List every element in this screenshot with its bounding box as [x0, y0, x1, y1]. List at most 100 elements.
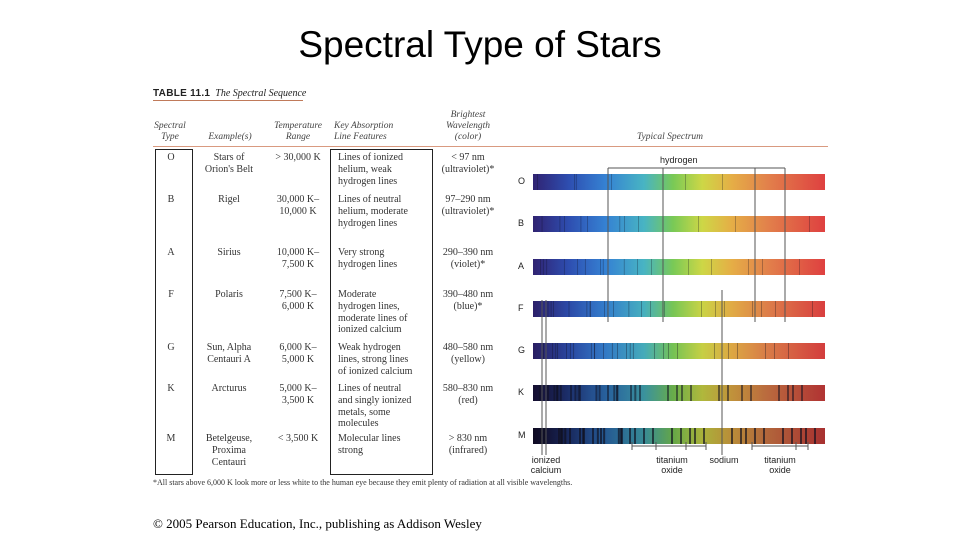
absorption-line — [623, 259, 625, 275]
titanium-oxide-label-1: titanium oxide — [656, 455, 688, 475]
absorption-line — [594, 343, 596, 359]
examples-cell-line: Rigel — [218, 194, 240, 205]
absorption-line — [728, 343, 729, 359]
spectral-type-cell: B — [167, 194, 175, 205]
wavelength-cell-line: (violet)* — [450, 258, 486, 270]
absorption-line — [613, 301, 614, 317]
absorption-line — [547, 301, 549, 317]
absorption-line — [690, 385, 692, 401]
wavelength-cell-line: 97–290 nm — [445, 194, 491, 205]
absorption-line — [628, 301, 630, 317]
examples-cell-line: Orion's Belt — [204, 163, 254, 175]
spectral-type-cell: M — [166, 433, 176, 444]
spectral-type-cell: G — [167, 342, 175, 353]
absorption-line — [586, 301, 588, 317]
absorption-lines-cell-line: Weak hydrogen — [338, 342, 401, 353]
absorption-line — [603, 343, 604, 359]
wavelength-cell-line: (yellow) — [451, 353, 485, 365]
absorption-line — [701, 301, 702, 317]
absorption-line — [574, 385, 577, 401]
absorption-line — [583, 428, 585, 444]
absorption-lines-cell-line: Lines of neutral — [338, 383, 402, 394]
absorption-line — [791, 428, 793, 444]
absorption-lines-cell: Weak hydrogen lines, strong lines of ioniz… — [338, 342, 430, 377]
absorption-line — [680, 428, 682, 444]
header-spectral-type: Spectral Type — [154, 121, 186, 142]
absorption-line — [617, 343, 618, 359]
absorption-line — [724, 301, 725, 317]
absorption-line — [629, 428, 631, 444]
absorption-line — [555, 343, 557, 359]
hydrogen-label: hydrogen — [660, 155, 698, 165]
spectrum-bar-shading — [533, 301, 825, 317]
absorption-line — [590, 343, 592, 359]
absorption-lines-cell-line: Lines of ionized — [338, 152, 403, 163]
absorption-line — [727, 385, 729, 401]
absorption-lines-cell-line: Molecular lines — [338, 433, 401, 444]
absorption-line — [543, 343, 544, 359]
absorption-line — [542, 259, 544, 275]
header-wavelength: Brightest Wavelength (color) — [446, 110, 490, 142]
absorption-line — [735, 216, 736, 232]
absorption-line — [774, 343, 775, 359]
wavelength-cell: 290–390 nm (violet)* — [434, 247, 502, 271]
wavelength-cell-line: (ultraviolet)* — [441, 205, 495, 217]
wavelength-cell-line: (infrared) — [448, 444, 488, 456]
spectrum-bar-shading — [533, 428, 825, 444]
absorption-line — [663, 343, 664, 359]
examples-cell-line: Sirius — [217, 247, 241, 258]
absorption-line — [541, 216, 543, 232]
absorption-line — [703, 428, 705, 444]
spectrum-type-letter: G — [518, 345, 526, 355]
absorption-column-box — [330, 149, 433, 475]
absorption-line — [600, 428, 602, 444]
absorption-lines-cell: Lines of neutral and singly ionized metals… — [338, 383, 430, 430]
absorption-line — [558, 428, 560, 444]
absorption-line — [624, 216, 625, 232]
absorption-lines-cell-line: strong — [338, 444, 363, 456]
spectrum-type-letter: A — [518, 261, 525, 271]
absorption-line — [584, 259, 586, 275]
absorption-line — [559, 216, 561, 232]
absorption-line — [579, 428, 581, 444]
table-number: TABLE 11.1 — [153, 88, 211, 99]
absorption-line — [634, 428, 636, 444]
wavelength-cell: > 830 nm (infrared) — [434, 433, 502, 457]
absorption-lines-cell-line: molecules — [338, 418, 379, 430]
absorption-line — [676, 385, 678, 401]
absorption-line — [626, 343, 627, 359]
absorption-line — [546, 259, 548, 275]
temperature-cell-line: > 30,000 K — [275, 152, 321, 163]
spectral-type-cell: K — [167, 383, 175, 394]
absorption-line — [761, 301, 762, 317]
absorption-line — [564, 428, 567, 444]
examples-cell-line: Proxima — [212, 444, 246, 456]
examples-cell-line: Polaris — [215, 289, 243, 300]
absorption-line — [722, 174, 723, 190]
absorption-line — [629, 343, 631, 359]
absorption-line — [741, 385, 743, 401]
temperature-cell: 10,000 K– 7,500 K — [266, 247, 330, 271]
absorption-line — [765, 343, 766, 359]
table-caption-rule — [153, 100, 303, 101]
wavelength-cell-line: 580–830 nm — [442, 383, 494, 394]
absorption-lines-cell-line: moderate lines of — [338, 312, 408, 324]
absorption-line — [580, 216, 582, 232]
absorption-line — [590, 301, 591, 317]
spectrum-bar-shading — [533, 343, 825, 359]
table-caption-text: The Spectral Sequence — [215, 88, 307, 99]
absorption-line — [637, 259, 638, 275]
absorption-line — [556, 385, 559, 401]
absorption-lines-cell-line: of ionized calcium — [338, 365, 413, 377]
absorption-line — [537, 174, 538, 190]
absorption-line — [569, 428, 571, 444]
absorption-line — [540, 259, 541, 275]
absorption-line — [748, 259, 749, 275]
absorption-line — [564, 216, 565, 232]
absorption-line — [617, 428, 620, 444]
absorption-line — [654, 343, 655, 359]
absorption-line — [750, 385, 752, 401]
absorption-line — [579, 385, 581, 401]
absorption-lines-cell: Molecular lines strong — [338, 433, 430, 457]
absorption-line — [664, 301, 665, 317]
